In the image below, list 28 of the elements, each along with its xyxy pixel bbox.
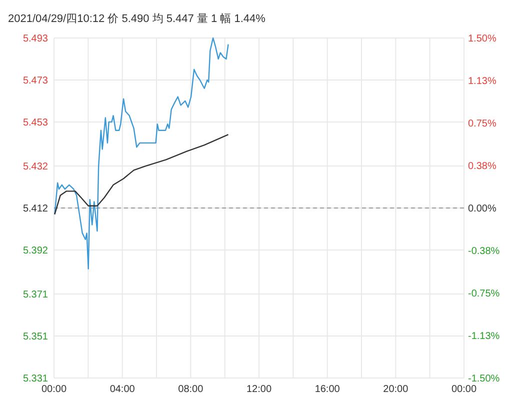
x-tick-label: 16:00 [314,384,340,395]
x-tick-label: 04:00 [110,384,136,395]
y-tick-label: 5.432 [22,162,48,173]
y-tick-label: 5.453 [22,117,48,128]
y-tick-label: 5.412 [22,204,48,214]
y2-tick-label: 0.00% [468,204,496,214]
x-tick-label: 12:00 [246,384,272,395]
y2-tick-label: -1.13% [468,331,500,342]
x-tick-label: 00:00 [41,384,67,395]
line-series [54,134,229,215]
x-tick-label: 00:00 [451,384,477,395]
y-tick-label: 5.392 [22,245,48,256]
y-tick-label: 5.473 [22,75,48,86]
y-tick-label: 5.351 [22,332,48,343]
y2-tick-label: -0.38% [468,246,500,257]
y-tick-label: 5.331 [22,374,48,384]
x-tick-label: 20:00 [383,384,409,395]
line-series [54,37,229,270]
y2-tick-label: -1.50% [468,374,500,384]
y2-tick-label: 0.75% [468,118,496,130]
y2-tick-label: 1.13% [468,76,496,87]
y-tick-label: 5.371 [22,290,48,301]
y-tick-label: 5.493 [22,34,48,44]
y2-tick-label: 1.50% [468,34,496,44]
chart-title: 2021/04/29/四10:12 价 5.490 均 5.447 量 1 幅 1.44% [8,13,266,25]
y2-tick-label: 0.38% [468,161,496,172]
y2-tick-label: -0.75% [468,288,500,300]
x-tick-label: 08:00 [178,384,204,395]
